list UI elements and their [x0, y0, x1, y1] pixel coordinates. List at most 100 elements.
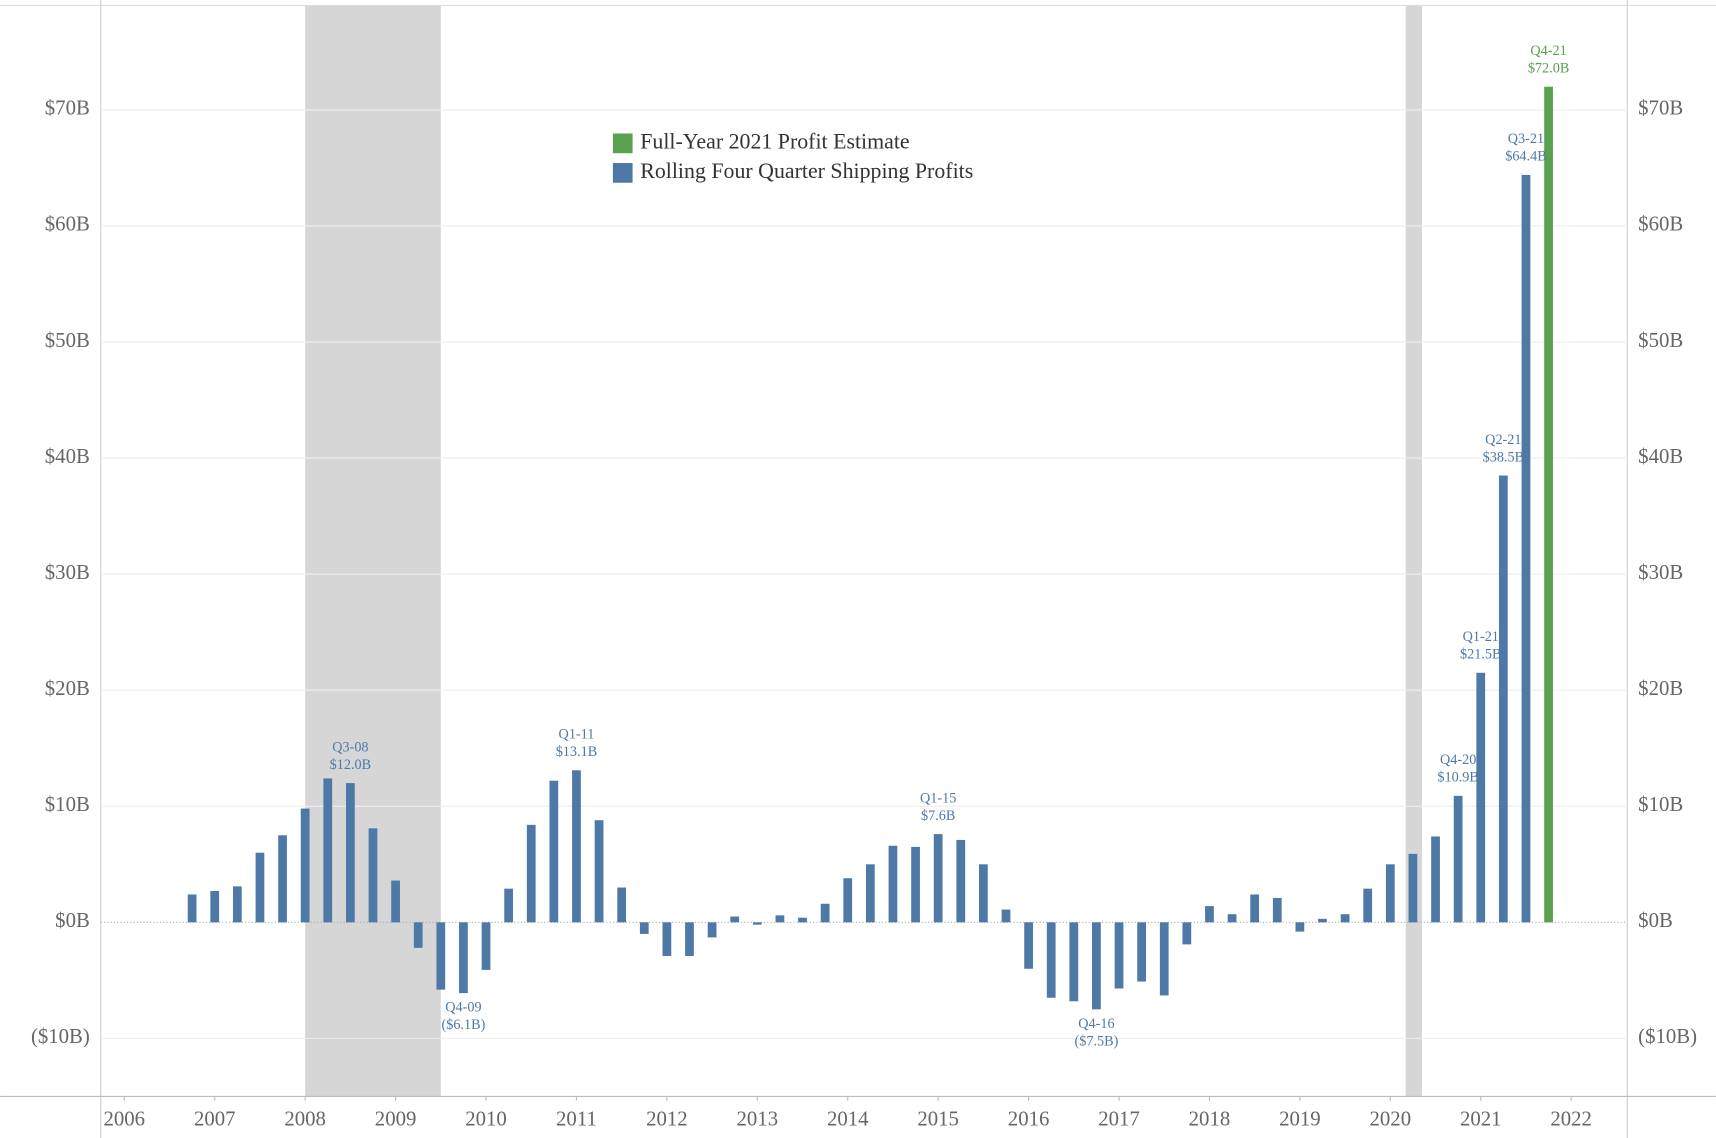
bar: [504, 888, 514, 923]
bar: [798, 917, 807, 923]
y2-tick-label: $10B: [1638, 793, 1683, 816]
value-label: $64.4B: [1505, 149, 1546, 165]
value-label: $10.9B: [1437, 770, 1478, 786]
y-tick-label: $30B: [45, 561, 90, 584]
point-label: Q1-15: [920, 790, 956, 806]
bar: [1363, 888, 1373, 923]
bar: [933, 834, 943, 923]
bar: [1001, 909, 1011, 923]
y-tick-label: $20B: [45, 677, 90, 700]
bar: [459, 922, 468, 994]
point-label: Q3-08: [332, 739, 368, 755]
bar: [843, 878, 853, 923]
x-tick-label: 2011: [556, 1107, 597, 1130]
bar: [1521, 174, 1531, 923]
x-tick-label: 2010: [465, 1107, 507, 1130]
value-label: $21.5B: [1460, 647, 1501, 663]
x-tick-label: 2018: [1189, 1107, 1231, 1130]
value-label: $72.0B: [1528, 60, 1569, 76]
y-tick-label: $0B: [55, 909, 90, 932]
point-label: Q4-09: [445, 1000, 481, 1016]
bar: [888, 845, 898, 923]
y2-tick-label: $30B: [1638, 561, 1683, 584]
bar: [436, 922, 446, 990]
bar: [278, 835, 287, 923]
bar: [391, 880, 400, 923]
x-tick-label: 2006: [104, 1107, 146, 1130]
bar: [1137, 922, 1147, 982]
bar: [1205, 906, 1214, 923]
y2-tick-label: $70B: [1638, 97, 1683, 120]
y-tick-label: $10B: [45, 793, 90, 816]
x-tick-label: 2014: [827, 1107, 869, 1130]
value-label: ($6.1B): [441, 1017, 485, 1033]
bar: [1182, 922, 1192, 945]
legend-label: Full-Year 2021 Profit Estimate: [640, 129, 909, 153]
value-label: $7.6B: [921, 808, 955, 824]
bar: [1295, 922, 1305, 932]
bar: [1227, 914, 1237, 923]
bar: [1340, 914, 1350, 923]
y-tick-label: $60B: [45, 213, 90, 236]
bar: [820, 903, 830, 923]
bar: [549, 780, 559, 923]
value-label: ($7.5B): [1075, 1033, 1119, 1049]
x-tick-label: 2021: [1460, 1107, 1502, 1130]
y-tick-label: $40B: [45, 445, 90, 468]
x-tick-label: 2012: [646, 1107, 688, 1130]
bar: [1431, 836, 1440, 923]
bar: [1159, 922, 1169, 996]
y-tick-label: $50B: [45, 329, 90, 352]
x-tick-label: 2009: [375, 1107, 417, 1130]
bar: [255, 852, 265, 923]
y2-tick-label: $20B: [1638, 677, 1683, 700]
bar: [1385, 864, 1395, 923]
value-label: $12.0B: [330, 757, 371, 773]
bar: [572, 770, 581, 923]
bar: [1092, 922, 1101, 1010]
point-label: Q1-11: [559, 727, 595, 743]
bar: [481, 922, 491, 970]
point-label: Q4-20: [1440, 752, 1476, 768]
bar: [775, 915, 785, 923]
bar: [956, 839, 966, 923]
bar: [346, 783, 355, 923]
value-label: $38.5B: [1483, 449, 1524, 465]
x-tick-label: 2015: [917, 1107, 959, 1130]
x-tick-label: 2013: [737, 1107, 779, 1130]
bar: [979, 864, 988, 923]
bar: [1024, 922, 1033, 969]
point-label: Q4-16: [1078, 1016, 1114, 1032]
value-label: $13.1B: [556, 744, 597, 760]
bar: [685, 922, 694, 956]
bar: [639, 922, 649, 934]
bar: [526, 824, 536, 923]
x-tick-label: 2008: [284, 1107, 326, 1130]
bar: [865, 864, 875, 923]
x-tick-label: 2019: [1279, 1107, 1321, 1130]
bar: [1272, 897, 1282, 923]
y2-tick-label: $0B: [1638, 909, 1673, 932]
x-tick-label: 2022: [1550, 1107, 1592, 1130]
x-tick-label: 2007: [194, 1107, 236, 1130]
x-tick-label: 2020: [1370, 1107, 1412, 1130]
x-tick-label: 2017: [1098, 1107, 1140, 1130]
point-label: Q2-21: [1485, 432, 1521, 448]
bar: [730, 916, 740, 923]
shaded-range: [1405, 5, 1422, 1097]
bar: [662, 922, 672, 956]
bar: [1046, 922, 1056, 998]
bar: [368, 828, 378, 923]
bar: [187, 894, 197, 923]
bar: [1476, 672, 1486, 923]
bar: [300, 808, 310, 923]
bar: [1544, 86, 1553, 923]
bar: [232, 886, 242, 923]
bar: [707, 922, 717, 938]
y2-tick-label: $40B: [1638, 445, 1683, 468]
bar: [1069, 922, 1079, 1002]
legend-swatch: [612, 133, 633, 154]
bar: [752, 922, 762, 925]
point-label: Q4-21: [1530, 43, 1566, 59]
